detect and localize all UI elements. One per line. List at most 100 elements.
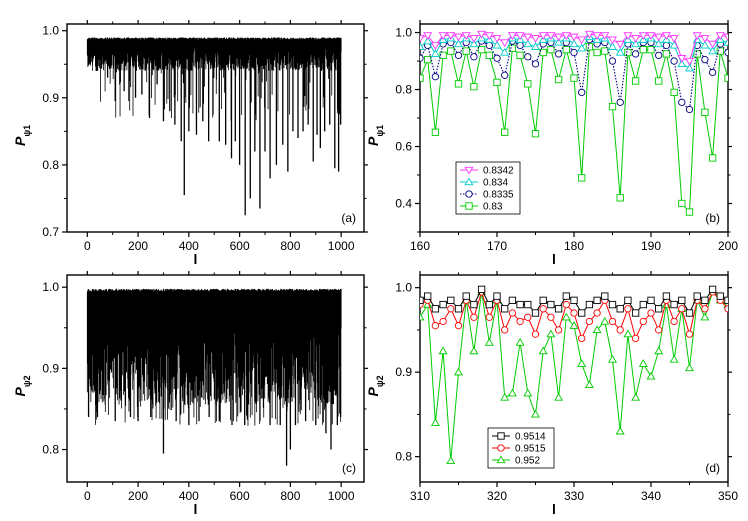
data-point <box>624 296 632 304</box>
y-tick-label: 0.8 <box>42 158 59 172</box>
y-axis-label: Pψ1 <box>365 125 385 146</box>
data-point <box>677 55 687 63</box>
data-point <box>623 329 633 338</box>
data-point <box>708 154 717 162</box>
legend-marker <box>464 166 474 175</box>
legend-marker <box>496 455 506 464</box>
data-point <box>724 296 728 304</box>
plot-area <box>420 30 728 216</box>
data-point <box>577 43 587 52</box>
data-point <box>608 317 617 326</box>
data-point <box>539 48 547 57</box>
data-point <box>523 388 533 397</box>
data-point <box>639 300 647 309</box>
data-point <box>531 35 540 43</box>
data-point <box>585 43 594 51</box>
data-point <box>470 313 478 321</box>
x-tick-label: 600 <box>230 489 250 503</box>
data-point <box>577 36 587 45</box>
panel-label: (b) <box>705 211 720 225</box>
x-tick-label: 190 <box>641 239 661 253</box>
x-tick-label: 170 <box>487 239 507 253</box>
data-point <box>701 108 709 116</box>
data-point <box>531 42 540 50</box>
data-point <box>477 285 486 294</box>
data-point <box>538 32 548 40</box>
data-point <box>716 47 724 55</box>
data-point <box>524 300 532 309</box>
chart-panel-c: 0 200 400 600 800 1000 0.8 0.9 1.0 l Pψ2 (c) <box>12 271 368 517</box>
data-point <box>501 305 509 313</box>
y-tick-label: 1.0 <box>42 280 59 294</box>
y-tick-label: 0.8 <box>395 83 412 97</box>
data-point <box>615 426 625 435</box>
data-point <box>592 325 602 334</box>
series-line <box>420 290 728 461</box>
data-point <box>669 35 679 43</box>
data-point <box>578 174 586 182</box>
legend-label: 0.8342 <box>483 166 514 177</box>
x-axis-label: l <box>194 251 198 267</box>
data-point <box>554 326 563 334</box>
data-point <box>723 37 728 46</box>
data-point <box>608 300 617 309</box>
data-point <box>562 292 570 300</box>
y-axis-label: Pψ2 <box>12 375 32 396</box>
data-point <box>593 309 601 317</box>
legend-label: 0.952 <box>515 456 540 467</box>
chart-panel-d: 310 320 330 340 3500.80.91.0lPψ2(d)0.95140.9… <box>365 271 738 517</box>
data-point <box>593 296 601 304</box>
y-tick-label: 0.4 <box>395 197 412 211</box>
data-point <box>639 45 647 54</box>
data-point <box>470 83 478 91</box>
data-point <box>438 346 448 355</box>
data-point <box>524 313 532 321</box>
x-tick-label: 0 <box>84 489 91 503</box>
data-point <box>647 45 655 54</box>
y-axis-label-subscript: ψ1 <box>375 125 385 137</box>
data-point <box>685 330 694 338</box>
data-point <box>616 194 624 202</box>
y-tick-label: 0.8 <box>395 450 412 464</box>
data-point <box>485 300 493 309</box>
data-point <box>608 57 617 65</box>
data-point <box>477 45 486 54</box>
data-point <box>430 42 440 50</box>
x-axis-label: l <box>552 251 556 267</box>
data-point <box>420 42 425 50</box>
y-tick-label: 0.9 <box>42 361 59 375</box>
data-point <box>420 35 425 43</box>
data-point <box>570 48 578 57</box>
data-point <box>484 337 494 346</box>
data-point <box>562 45 570 54</box>
data-point <box>685 105 694 114</box>
data-point <box>584 380 594 388</box>
x-tick-label: 400 <box>179 239 199 253</box>
x-tick-label: 400 <box>179 489 199 503</box>
data-point <box>462 47 470 55</box>
data-point <box>616 98 624 107</box>
chart-panel-a: 0 200 400 600 800 1000 0.7 0.8 0.9 1.0 l Pψ1 (a) <box>12 20 368 267</box>
data-point <box>692 32 702 40</box>
data-point <box>631 50 640 58</box>
data-point <box>638 32 648 40</box>
data-point <box>508 309 517 317</box>
data-point <box>430 49 440 58</box>
data-point <box>469 39 479 48</box>
data-point <box>654 33 664 42</box>
data-point <box>554 33 564 42</box>
data-point <box>470 300 478 309</box>
data-point <box>655 305 663 313</box>
legend-marker <box>465 202 473 210</box>
data-point <box>431 73 440 81</box>
data-point <box>501 326 509 334</box>
data-point <box>569 321 579 329</box>
data-point <box>608 354 617 363</box>
data-point <box>454 39 463 48</box>
plot-area <box>86 288 342 466</box>
data-point <box>669 40 679 49</box>
data-point <box>678 199 686 208</box>
data-point <box>585 300 594 309</box>
data-point <box>454 367 463 376</box>
data-point <box>615 47 625 56</box>
